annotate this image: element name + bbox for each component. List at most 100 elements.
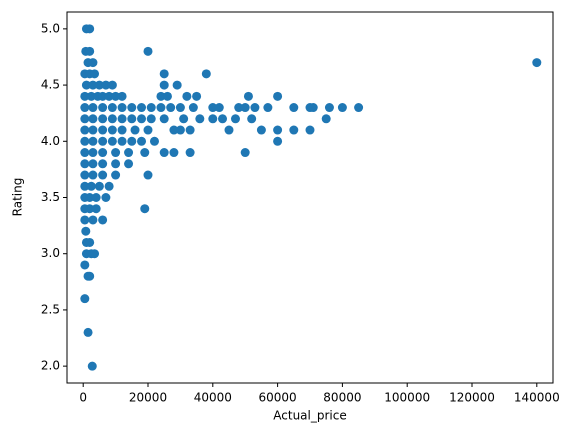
point	[263, 103, 273, 113]
point	[80, 170, 90, 180]
point	[127, 136, 137, 146]
point	[88, 215, 98, 225]
point	[130, 125, 140, 135]
plot-frame	[66, 11, 554, 384]
point	[156, 103, 166, 113]
point	[85, 271, 95, 281]
point	[192, 91, 202, 101]
point	[80, 260, 90, 270]
point	[117, 103, 127, 113]
point	[88, 148, 98, 158]
point	[81, 226, 91, 236]
point	[124, 159, 134, 169]
point	[85, 204, 95, 214]
point	[117, 114, 127, 124]
point	[224, 125, 234, 135]
point	[104, 91, 114, 101]
x-tick-label: 60000	[259, 391, 297, 405]
point	[88, 159, 98, 169]
point	[182, 91, 192, 101]
point	[240, 103, 250, 113]
point	[289, 125, 299, 135]
point	[289, 103, 299, 113]
point	[80, 114, 90, 124]
point	[80, 181, 90, 191]
point	[137, 114, 147, 124]
point	[80, 125, 90, 135]
point	[169, 125, 179, 135]
point	[83, 327, 93, 337]
y-axis-label: Rating	[11, 178, 25, 217]
point	[156, 91, 166, 101]
point	[107, 103, 117, 113]
point	[195, 114, 205, 124]
point	[98, 114, 108, 124]
x-tick-label: 100000	[384, 391, 430, 405]
point	[107, 114, 117, 124]
y-tick-label: 4.0	[41, 134, 60, 148]
point	[234, 103, 244, 113]
point	[273, 91, 283, 101]
y-tick-label: 2.0	[41, 359, 60, 373]
point	[146, 103, 156, 113]
point	[98, 159, 108, 169]
point	[91, 204, 101, 214]
point	[90, 249, 100, 259]
point	[117, 91, 127, 101]
point	[98, 125, 108, 135]
point	[101, 193, 111, 202]
point	[88, 136, 98, 146]
point	[88, 103, 98, 113]
point	[81, 80, 91, 90]
point	[149, 136, 159, 146]
x-tick-label: 140000	[514, 391, 560, 405]
point	[88, 114, 98, 124]
point	[127, 114, 137, 124]
point	[107, 125, 117, 135]
point	[80, 215, 90, 225]
point	[107, 80, 117, 90]
point	[175, 103, 185, 113]
point	[243, 91, 253, 101]
point	[146, 114, 156, 124]
point	[208, 114, 218, 124]
point	[98, 103, 108, 113]
point	[98, 91, 108, 101]
point	[117, 125, 127, 135]
point	[98, 148, 108, 158]
point	[88, 125, 98, 135]
point	[337, 103, 347, 113]
point	[532, 58, 542, 68]
point	[80, 294, 90, 304]
point	[273, 125, 283, 135]
point	[166, 103, 176, 113]
point	[87, 361, 97, 371]
point	[80, 91, 90, 101]
point	[85, 46, 95, 56]
x-tick-label: 40000	[194, 391, 232, 405]
point	[80, 159, 90, 169]
point	[159, 114, 169, 124]
point	[169, 148, 179, 158]
point	[175, 125, 185, 135]
point	[159, 148, 169, 158]
point	[273, 136, 283, 146]
point	[111, 170, 121, 180]
point	[104, 181, 114, 191]
point	[88, 80, 98, 90]
point	[117, 136, 127, 146]
point	[94, 181, 104, 191]
x-tick-label: 120000	[449, 391, 495, 405]
y-tick-label: 4.5	[41, 78, 60, 92]
point	[98, 170, 108, 180]
x-axis-label: Actual_price	[273, 409, 346, 423]
point	[124, 148, 134, 158]
point	[85, 193, 95, 202]
point	[250, 103, 260, 113]
point	[143, 125, 153, 135]
point	[101, 80, 111, 90]
point	[85, 24, 95, 34]
point	[107, 136, 117, 146]
y-tick-label: 2.5	[41, 302, 60, 316]
